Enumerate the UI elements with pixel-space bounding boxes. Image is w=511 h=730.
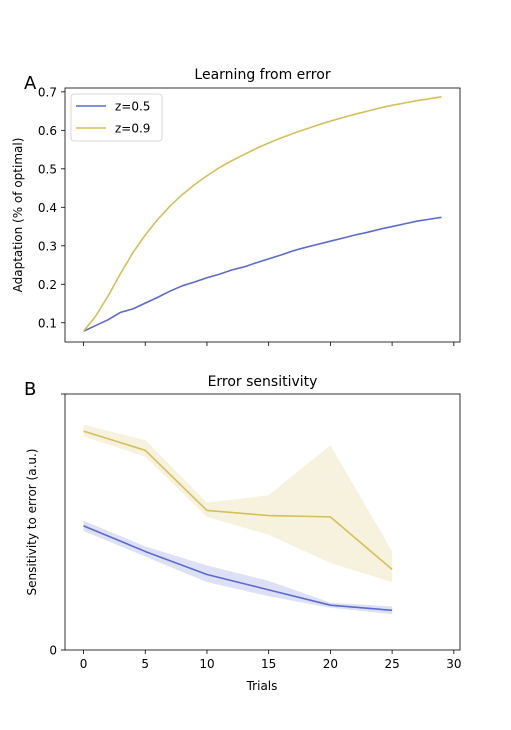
panel-a-y-tick-label: 0.1 (38, 316, 57, 330)
panel-b-y-tick-label: 0 (49, 644, 57, 658)
panel-b: 0 5 10 15 20 25 30 0 B Error sensitivity Sensi… (24, 374, 461, 693)
panel-a-y-axis-label: Adaptation (% of optimal) (11, 138, 25, 293)
panel-b-x-tick-label: 20 (323, 657, 338, 671)
panel-a-legend: z=0.5 z=0.9 (70, 93, 163, 142)
panel-b-x-tick-label: 30 (446, 657, 461, 671)
panel-b-x-axis-label: Trials (246, 679, 278, 693)
panel-a: 0.1 0.2 0.3 0.4 0.5 0.6 0.7 A Learning from er… (11, 67, 461, 346)
panel-a-y-tick-label: 0.3 (38, 239, 57, 253)
panel-b-letter: B (24, 379, 36, 400)
panel-a-y-tick-label: 0.7 (38, 85, 57, 99)
legend-label-z05: z=0.5 (115, 100, 150, 114)
panel-b-band-series0 (83, 520, 393, 615)
panel-b-frame (64, 393, 461, 651)
panel-b-title: Error sensitivity (208, 374, 318, 390)
panel-a-line-z05 (83, 216, 442, 332)
panel-b-y-axis-label: Sensitivity to error (a.u.) (25, 449, 39, 596)
panel-b-band-series1 (83, 424, 393, 583)
panel-a-letter: A (24, 73, 37, 94)
panel-b-line-series1 (83, 430, 393, 570)
panel-b-x-tick-label: 25 (384, 657, 399, 671)
panel-a-title: Learning from error (194, 67, 330, 83)
panel-b-line-series0 (83, 525, 393, 612)
panel-a-y-tick-label: 0.5 (38, 162, 57, 176)
panel-b-x-tick-label: 15 (261, 657, 276, 671)
panel-a-y-tick-label: 0.2 (38, 278, 57, 292)
legend-label-z09: z=0.9 (115, 122, 150, 136)
panel-a-y-tick-label: 0.4 (38, 201, 57, 215)
panel-a-frame (64, 87, 461, 343)
panel-b-x-tick-label: 10 (199, 657, 214, 671)
panel-a-y-tick-label: 0.6 (38, 124, 57, 138)
panel-b-x-tick-label: 0 (80, 657, 88, 671)
panel-a-line-z09 (82, 96, 442, 332)
panel-b-x-tick-label: 5 (141, 657, 149, 671)
